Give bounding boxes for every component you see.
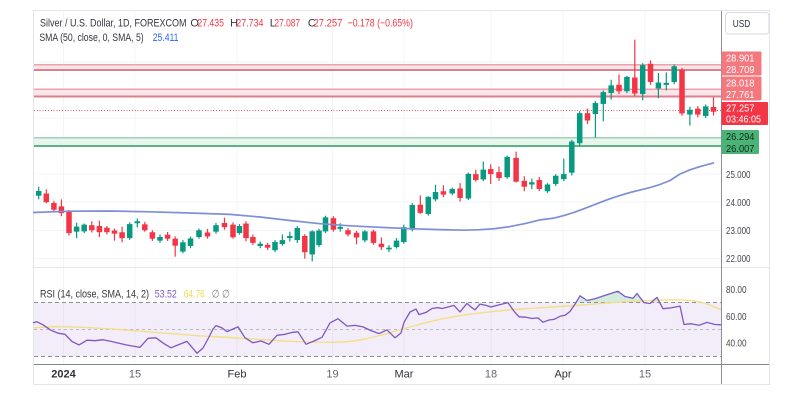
- svg-text:15: 15: [639, 369, 651, 381]
- svg-text:O: O: [190, 17, 199, 29]
- svg-text:26.007: 26.007: [726, 143, 755, 155]
- svg-text:27.257: 27.257: [314, 17, 343, 29]
- svg-text:27.435: 27.435: [197, 17, 224, 29]
- svg-text:Mar: Mar: [395, 369, 414, 381]
- svg-text:27.257: 27.257: [726, 102, 755, 114]
- svg-text:∅ ∅: ∅ ∅: [212, 288, 230, 300]
- svg-text:L: L: [270, 17, 276, 29]
- svg-text:−0.178 (−0.65%): −0.178 (−0.65%): [348, 17, 413, 29]
- svg-text:H: H: [230, 17, 238, 29]
- svg-text:Feb: Feb: [228, 369, 247, 381]
- svg-text:27.734: 27.734: [236, 17, 263, 29]
- svg-text:RSI (14, close, SMA, 14, 2): RSI (14, close, SMA, 14, 2): [40, 288, 149, 300]
- svg-text:28.018: 28.018: [726, 78, 755, 90]
- svg-text:SMA (50, close, 0, SMA, 5): SMA (50, close, 0, SMA, 5): [39, 32, 143, 44]
- svg-text:40.00: 40.00: [726, 338, 747, 350]
- svg-text:60.00: 60.00: [726, 311, 747, 323]
- svg-text:27.087: 27.087: [274, 17, 300, 29]
- svg-text:19: 19: [326, 369, 338, 381]
- svg-text:28.709: 28.709: [726, 64, 755, 76]
- svg-text:18: 18: [485, 369, 497, 381]
- svg-text:53.52: 53.52: [155, 288, 177, 300]
- svg-text:27.761: 27.761: [726, 89, 755, 101]
- svg-text:USD: USD: [733, 18, 751, 30]
- svg-text:23.000: 23.000: [726, 225, 751, 237]
- svg-text:C: C: [308, 17, 316, 29]
- svg-text:Apr: Apr: [554, 369, 571, 381]
- svg-text:15: 15: [129, 369, 141, 381]
- svg-text:25.000: 25.000: [726, 169, 751, 181]
- svg-text:2024: 2024: [51, 369, 76, 381]
- svg-text:03:46:05: 03:46:05: [726, 114, 761, 126]
- svg-text:80.00: 80.00: [726, 284, 747, 296]
- svg-text:22.000: 22.000: [726, 253, 751, 265]
- svg-text:64.76: 64.76: [184, 288, 205, 300]
- svg-text:25.411: 25.411: [153, 32, 179, 44]
- svg-text:Silver / U.S. Dollar, 1D, FORE: Silver / U.S. Dollar, 1D, FOREXCOM: [40, 17, 187, 29]
- svg-text:26.294: 26.294: [726, 131, 755, 143]
- svg-text:28.901: 28.901: [726, 52, 755, 64]
- svg-text:24.000: 24.000: [726, 197, 751, 209]
